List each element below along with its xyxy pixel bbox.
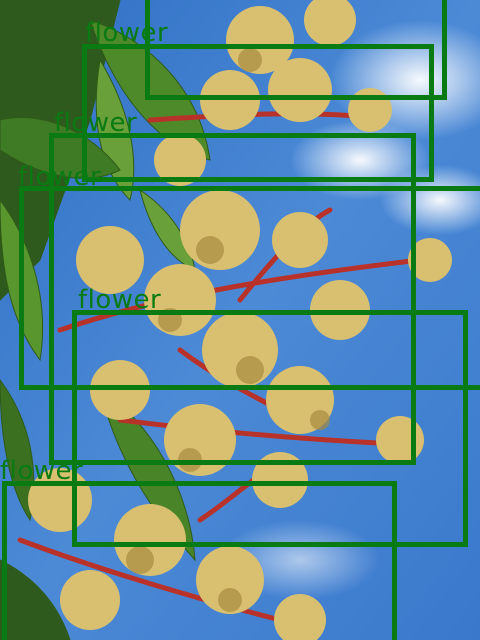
detection-box-6 <box>2 481 397 640</box>
detection-label-1: flower <box>85 18 169 48</box>
detection-box-5 <box>72 310 468 547</box>
detection-label-3: flower <box>18 162 102 192</box>
detection-label-4: flower <box>78 285 162 315</box>
detection-box-3 <box>49 133 416 465</box>
detection-box-2 <box>82 44 434 182</box>
detection-label-6: flower <box>0 456 84 486</box>
detection-box-4 <box>19 186 480 390</box>
detection-box-1 <box>145 0 447 100</box>
detection-label-2: flower <box>54 108 138 138</box>
